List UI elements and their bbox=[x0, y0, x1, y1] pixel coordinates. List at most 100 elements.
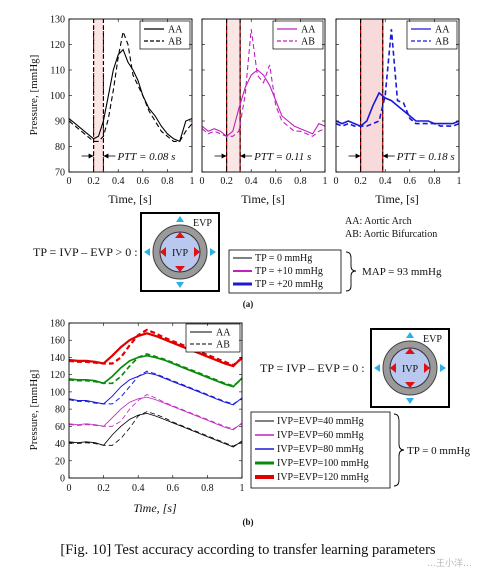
diagram-a: EVP IVP bbox=[140, 212, 220, 292]
ptt-arrowhead-left bbox=[221, 153, 227, 159]
series-line-ab bbox=[68, 394, 243, 430]
label-b: (b) bbox=[243, 517, 254, 527]
ptt-arrowhead-right bbox=[103, 153, 109, 159]
b-xtick-label: 0.8 bbox=[201, 483, 214, 494]
legend-box bbox=[139, 20, 191, 50]
series-line-ab bbox=[68, 328, 243, 367]
b-ytick-label: 140 bbox=[50, 353, 65, 364]
tp-legend-0: TP = 0 mmHg bbox=[255, 253, 312, 264]
diagram-a-ivp: IVP bbox=[172, 248, 189, 259]
xtick-label: 0.2 bbox=[220, 176, 233, 187]
a-ytick-label: 80 bbox=[55, 142, 65, 153]
series-line-ab bbox=[335, 29, 460, 127]
b-ytick-label: 60 bbox=[55, 422, 65, 433]
legend-label-ab: AB bbox=[301, 37, 315, 48]
xtick-label: 0 bbox=[334, 176, 339, 187]
b-ytick-label: 100 bbox=[50, 387, 65, 398]
xtick-label: 0.8 bbox=[161, 176, 174, 187]
a-ytick-label: 90 bbox=[55, 117, 65, 128]
ptt-label: PTT = 0.18 s bbox=[396, 151, 455, 163]
series-line-aa bbox=[68, 372, 243, 406]
a-ytick-label: 110 bbox=[50, 66, 65, 77]
ptt-arrowhead-right bbox=[240, 153, 246, 159]
xtick-label: 0.2 bbox=[354, 176, 367, 187]
ivp-legend-120: IVP=EVP=120 mmHg bbox=[277, 472, 369, 483]
b-xtick-label: 0.6 bbox=[167, 483, 180, 494]
xtick-label: 0.8 bbox=[294, 176, 307, 187]
b-ytick-label: 80 bbox=[55, 405, 65, 416]
b-xtick-label: 0.2 bbox=[97, 483, 110, 494]
ivp-legend-40: IVP=EVP=40 mmHg bbox=[277, 416, 364, 427]
xtick-label: 0.4 bbox=[245, 176, 258, 187]
map-text: MAP = 93 mmHg bbox=[362, 266, 442, 278]
xtick-label: 1 bbox=[457, 176, 462, 187]
legend-label-aa: AA bbox=[301, 25, 316, 36]
ptt-window-shade bbox=[360, 19, 383, 172]
ivp-legend-60: IVP=EVP=60 mmHg bbox=[277, 430, 364, 441]
legend-box bbox=[272, 20, 324, 50]
series-line-ab bbox=[68, 411, 243, 447]
a-ylabel: Pressure, [mmHg] bbox=[28, 55, 40, 136]
xtick-label: 0.6 bbox=[137, 176, 150, 187]
b-xlabel: Time, [s] bbox=[133, 501, 177, 515]
b-tp-text: TP = 0 mmHg bbox=[407, 445, 470, 457]
series-line-ab bbox=[68, 353, 243, 387]
ptt-label: PTT = 0.08 s bbox=[116, 151, 175, 163]
b-equation: TP = IVP – EVP = 0 : bbox=[260, 361, 365, 375]
xtick-label: 0 bbox=[200, 176, 205, 187]
diagram-b-evp: EVP bbox=[423, 334, 442, 345]
xtick-label: 0.8 bbox=[428, 176, 441, 187]
b-ytick-label: 40 bbox=[55, 439, 65, 450]
ptt-window-shade bbox=[93, 19, 104, 172]
ptt-label: PTT = 0.11 s bbox=[253, 151, 311, 163]
b-ytick-label: 20 bbox=[55, 456, 65, 467]
b-ytick-label: 160 bbox=[50, 336, 65, 347]
series-line-ab bbox=[201, 29, 326, 137]
watermark: …王小洋… bbox=[427, 557, 472, 569]
xtick-label: 0.6 bbox=[404, 176, 417, 187]
tp-legend-20: TP = +20 mmHg bbox=[255, 279, 323, 290]
ivp-legend: IVP=EVP=40 mmHg IVP=EVP=60 mmHg IVP=EVP=… bbox=[250, 411, 405, 489]
ptt-arrowhead-left bbox=[355, 153, 361, 159]
xtick-label: 0.2 bbox=[87, 176, 100, 187]
a-yticks: 70 80 90 100 110 120 130 bbox=[50, 15, 65, 179]
label-a: (a) bbox=[243, 299, 254, 309]
legend-box bbox=[185, 323, 241, 353]
legend-label-ab: AB bbox=[216, 340, 230, 351]
figure-caption: [Fig. 10] Test accuracy according to tra… bbox=[60, 542, 436, 558]
b-ytick-label: 0 bbox=[60, 474, 65, 485]
plot-frame bbox=[68, 322, 243, 479]
a-abbrev-aa: AA: Aortic Arch bbox=[345, 216, 412, 227]
diagram-b: EVP IVP bbox=[370, 328, 450, 408]
legend-label-aa: AA bbox=[435, 25, 450, 36]
a-ytick-label: 100 bbox=[50, 91, 65, 102]
a-xlabel-1: Time, [s] bbox=[108, 192, 152, 206]
tp-legend-10: TP = +10 mmHg bbox=[255, 266, 323, 277]
series-line-aa bbox=[201, 69, 326, 138]
series-line-ab bbox=[68, 370, 243, 405]
b-xtick-label: 0 bbox=[67, 483, 72, 494]
ivp-legend-80: IVP=EVP=80 mmHg bbox=[277, 444, 364, 455]
legend-label-ab: AB bbox=[435, 37, 449, 48]
b-ytick-label: 120 bbox=[50, 370, 65, 381]
xtick-label: 1 bbox=[190, 176, 195, 187]
ptt-arrowhead-left bbox=[88, 153, 94, 159]
legend-box bbox=[406, 20, 458, 50]
a-ytick-label: 70 bbox=[55, 168, 65, 179]
legend-label-aa: AA bbox=[216, 328, 231, 339]
a-abbrev-ab: AB: Aortic Bifurcation bbox=[345, 229, 437, 240]
legend-label-aa: AA bbox=[168, 25, 183, 36]
a-ytick-label: 120 bbox=[50, 40, 65, 51]
b-ytick-label: 180 bbox=[50, 319, 65, 330]
xtick-label: 0 bbox=[67, 176, 72, 187]
series-line-ab bbox=[68, 29, 193, 142]
series-line-aa bbox=[68, 396, 243, 431]
xtick-label: 0.6 bbox=[270, 176, 283, 187]
a-ytick-label: 130 bbox=[50, 15, 65, 26]
xtick-label: 1 bbox=[323, 176, 328, 187]
